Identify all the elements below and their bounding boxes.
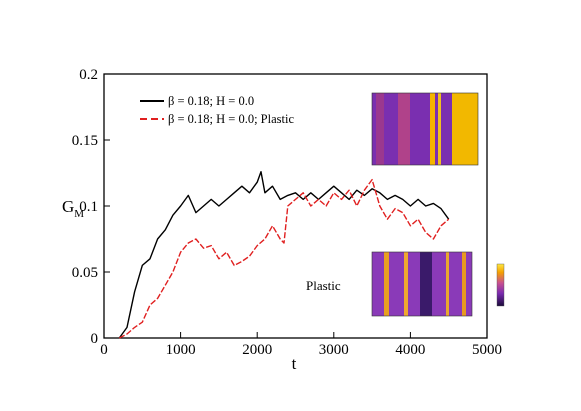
inset-top-band-3 (438, 93, 441, 165)
y-tick-label: 0 (91, 331, 99, 347)
y-axis-ticks: 0 0.05 0.1 0.15 0.2 (72, 67, 110, 347)
y-tick-label: 0.1 (79, 199, 98, 215)
y-tick-label: 0.05 (72, 265, 98, 281)
x-tick-label: 2000 (242, 342, 272, 358)
x-axis-label: t (292, 354, 297, 373)
inset-top-band-1 (398, 93, 410, 165)
x-tick-label: 1000 (166, 342, 196, 358)
inset-bottom-band-1 (384, 252, 389, 316)
legend-label-1: β = 0.18; H = 0.0 (168, 94, 254, 108)
inset-top-frame (371, 92, 479, 166)
x-tick-label: 0 (100, 342, 108, 358)
y-tick-label: 0.2 (79, 67, 98, 83)
colorbar (496, 263, 505, 307)
series-line-2 (118, 178, 450, 339)
inset-top-band-4 (452, 93, 478, 165)
x-tick-label: 4000 (395, 342, 425, 358)
inset-top-band-5 (376, 93, 384, 165)
x-axis-ticks: 0 1000 2000 3000 4000 5000 (100, 332, 502, 358)
y-axis-label-sub: M (74, 208, 84, 220)
inset-bottom-frame (371, 251, 473, 317)
inset-heatmap-bottom (371, 251, 473, 317)
legend: β = 0.18; H = 0.0 β = 0.18; H = 0.0; Pla… (140, 94, 294, 126)
y-axis-label: GM (62, 197, 84, 220)
x-tick-label: 5000 (472, 342, 502, 358)
series-layer (118, 170, 450, 339)
inset-bottom-band-2 (404, 252, 408, 316)
y-tick-label: 0.15 (72, 133, 98, 149)
inset-bottom-band-5 (462, 252, 466, 316)
plastic-annotation: Plastic (306, 278, 341, 293)
legend-label-2: β = 0.18; H = 0.0; Plastic (168, 112, 294, 126)
inset-bottom-band-3 (420, 252, 432, 316)
inset-heatmap-top (371, 92, 479, 166)
series-line-1 (118, 170, 450, 339)
x-tick-label: 3000 (319, 342, 349, 358)
y-axis-label-main: G (62, 197, 74, 216)
inset-bottom-band-4 (446, 252, 449, 316)
inset-top-band-2 (430, 93, 435, 165)
